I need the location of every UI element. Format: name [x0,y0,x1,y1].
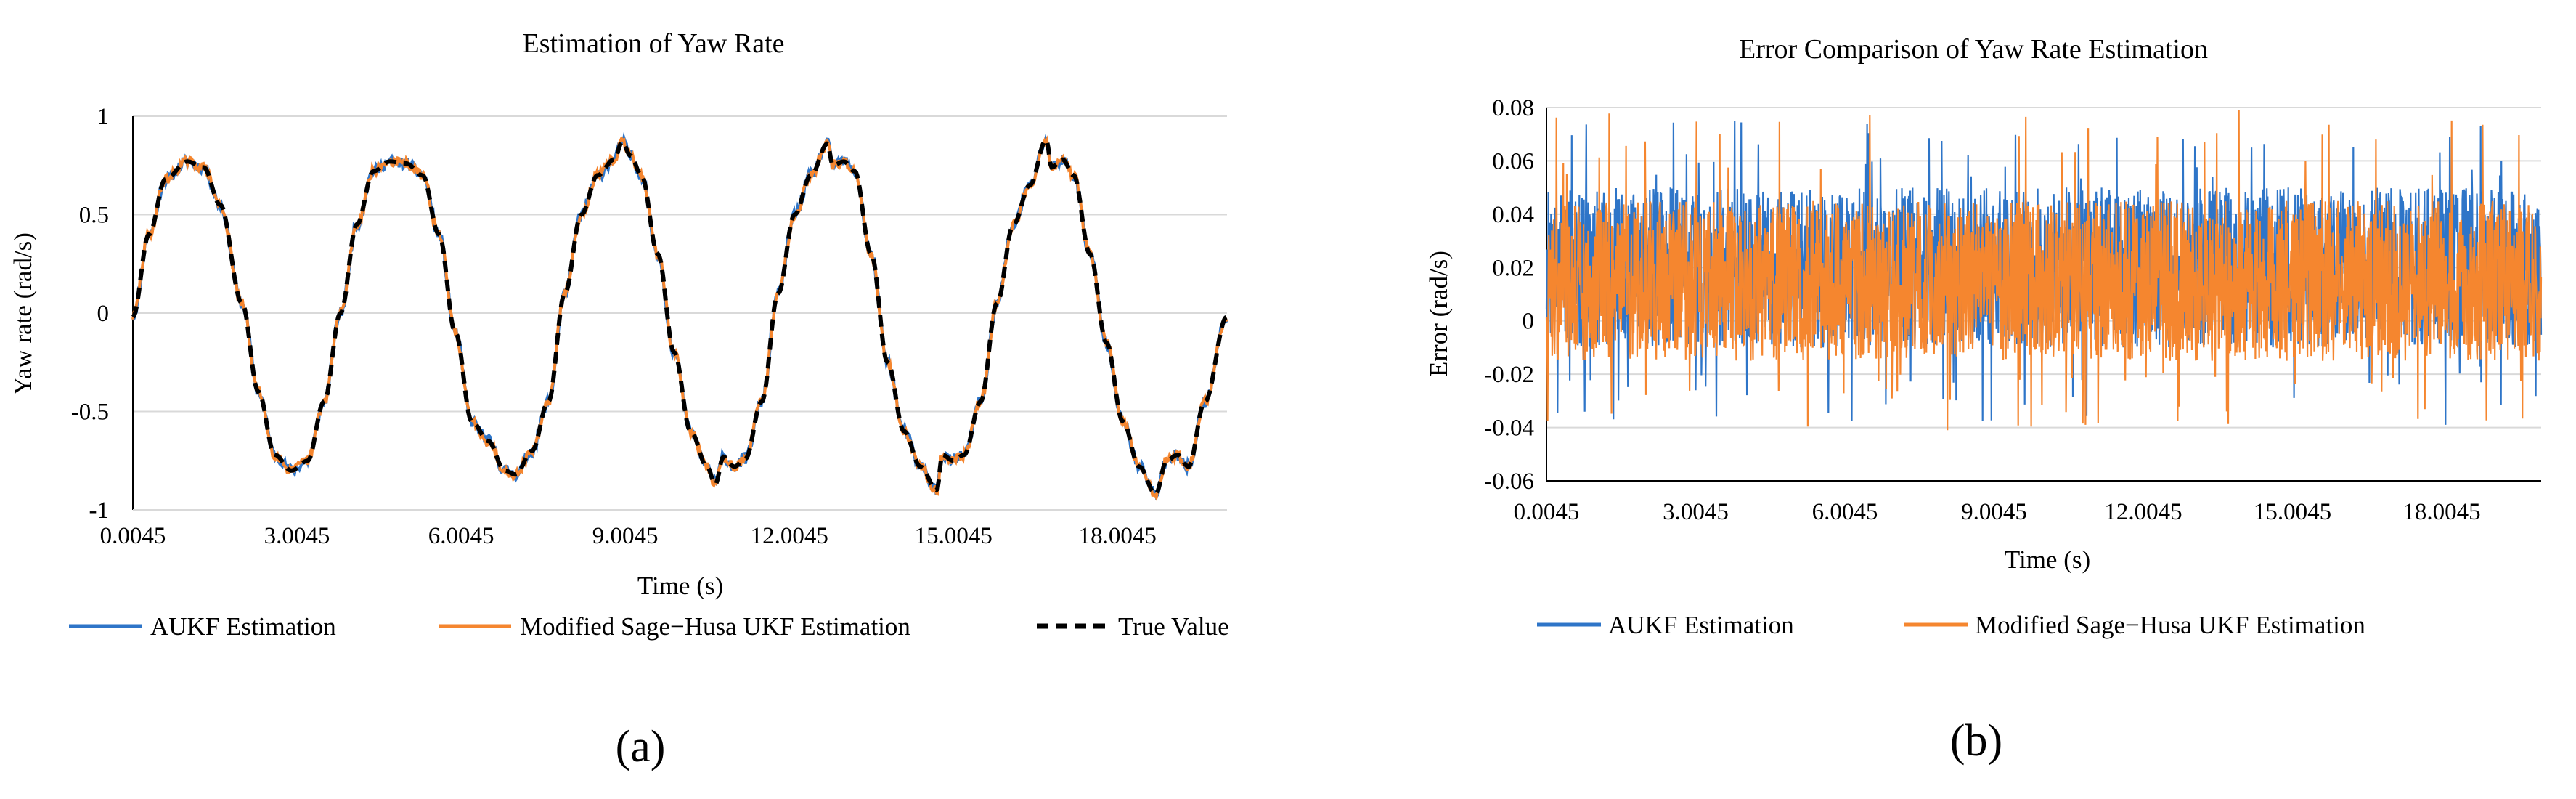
series-group [131,132,1228,502]
x-tick-label: 18.0045 [1079,523,1157,549]
x-tick-label: 15.0045 [915,523,993,549]
x-tick-label: 18.0045 [2402,499,2480,525]
y-tick-label: -0.04 [1484,415,1534,442]
x-tick-label: 0.0045 [1514,499,1580,525]
x-tick-label: 0.0045 [100,523,166,549]
chart-title: Estimation of Yaw Rate [523,28,785,59]
y-tick-labels: -1 -0.5 0 0.5 1 [71,104,109,524]
x-axis-label: Time (s) [637,572,723,600]
legend-label-true-value: True Value [1118,612,1229,641]
y-tick-label: 0.04 [1492,202,1534,228]
legend: AUKF Estimation Modified Sage−Husa UKF E… [1537,611,2365,639]
x-tick-label: 12.0045 [2104,499,2182,525]
x-tick-label: 6.0045 [428,523,494,549]
y-tick-label: 0.06 [1492,148,1534,174]
series-line-aukf [131,132,1228,500]
y-axis-label: Yaw rate (rad/s) [9,232,37,395]
panel-label-a: (a) [616,722,666,771]
y-tick-label: -0.06 [1484,469,1534,495]
chart-yaw-rate: Estimation of Yaw Rate -1 -0.5 0 0.5 1 0.004… [9,28,1229,771]
panel-label-b: (b) [1950,716,2002,766]
y-tick-label: 0 [1523,309,1535,335]
x-tick-label: 3.0045 [1663,499,1729,525]
x-tick-label: 15.0045 [2254,499,2331,525]
y-tick-label: 0 [97,301,110,327]
series-line-sage-husa [1545,110,2543,431]
y-axis-label: Error (rad/s) [1424,251,1453,377]
chart-title: Error Comparison of Yaw Rate Estimation [1739,34,2208,65]
y-tick-label: 0.02 [1492,255,1534,281]
y-tick-label: 0.08 [1492,95,1534,121]
series-group [1545,110,2543,431]
series-line-sage-husa [131,135,1228,502]
legend: AUKF Estimation Modified Sage−Husa UKF E… [69,612,1229,641]
chart-error-comparison: Error Comparison of Yaw Rate Estimation … [1424,34,2543,766]
grid-lines [132,115,1227,511]
x-tick-label: 9.0045 [592,523,659,549]
x-tick-labels: 0.0045 3.0045 6.0045 9.0045 12.0045 15.0045 18… [100,523,1157,549]
y-tick-label: 1 [97,104,110,130]
legend-label-aukf: AUKF Estimation [150,612,336,641]
legend-label-sage-husa: Modified Sage−Husa UKF Estimation [1975,611,2365,639]
y-tick-label: -0.02 [1484,362,1534,388]
x-tick-label: 9.0045 [1961,499,2027,525]
y-tick-label: -1 [89,498,110,524]
x-tick-label: 12.0045 [751,523,828,549]
y-tick-label: -0.5 [71,400,109,426]
y-tick-label: 0.5 [79,203,109,229]
y-tick-labels: -0.06 -0.04 -0.02 0 0.02 0.04 0.06 0.08 [1484,95,1534,495]
legend-label-aukf: AUKF Estimation [1608,611,1794,639]
x-tick-label: 6.0045 [1812,499,1878,525]
x-tick-labels: 0.0045 3.0045 6.0045 9.0045 12.0045 15.0045 18… [1514,499,2481,525]
series-line-true-value [131,137,1228,497]
legend-label-sage-husa: Modified Sage−Husa UKF Estimation [520,612,910,641]
x-tick-label: 3.0045 [264,523,330,549]
x-axis-label: Time (s) [2005,545,2090,574]
